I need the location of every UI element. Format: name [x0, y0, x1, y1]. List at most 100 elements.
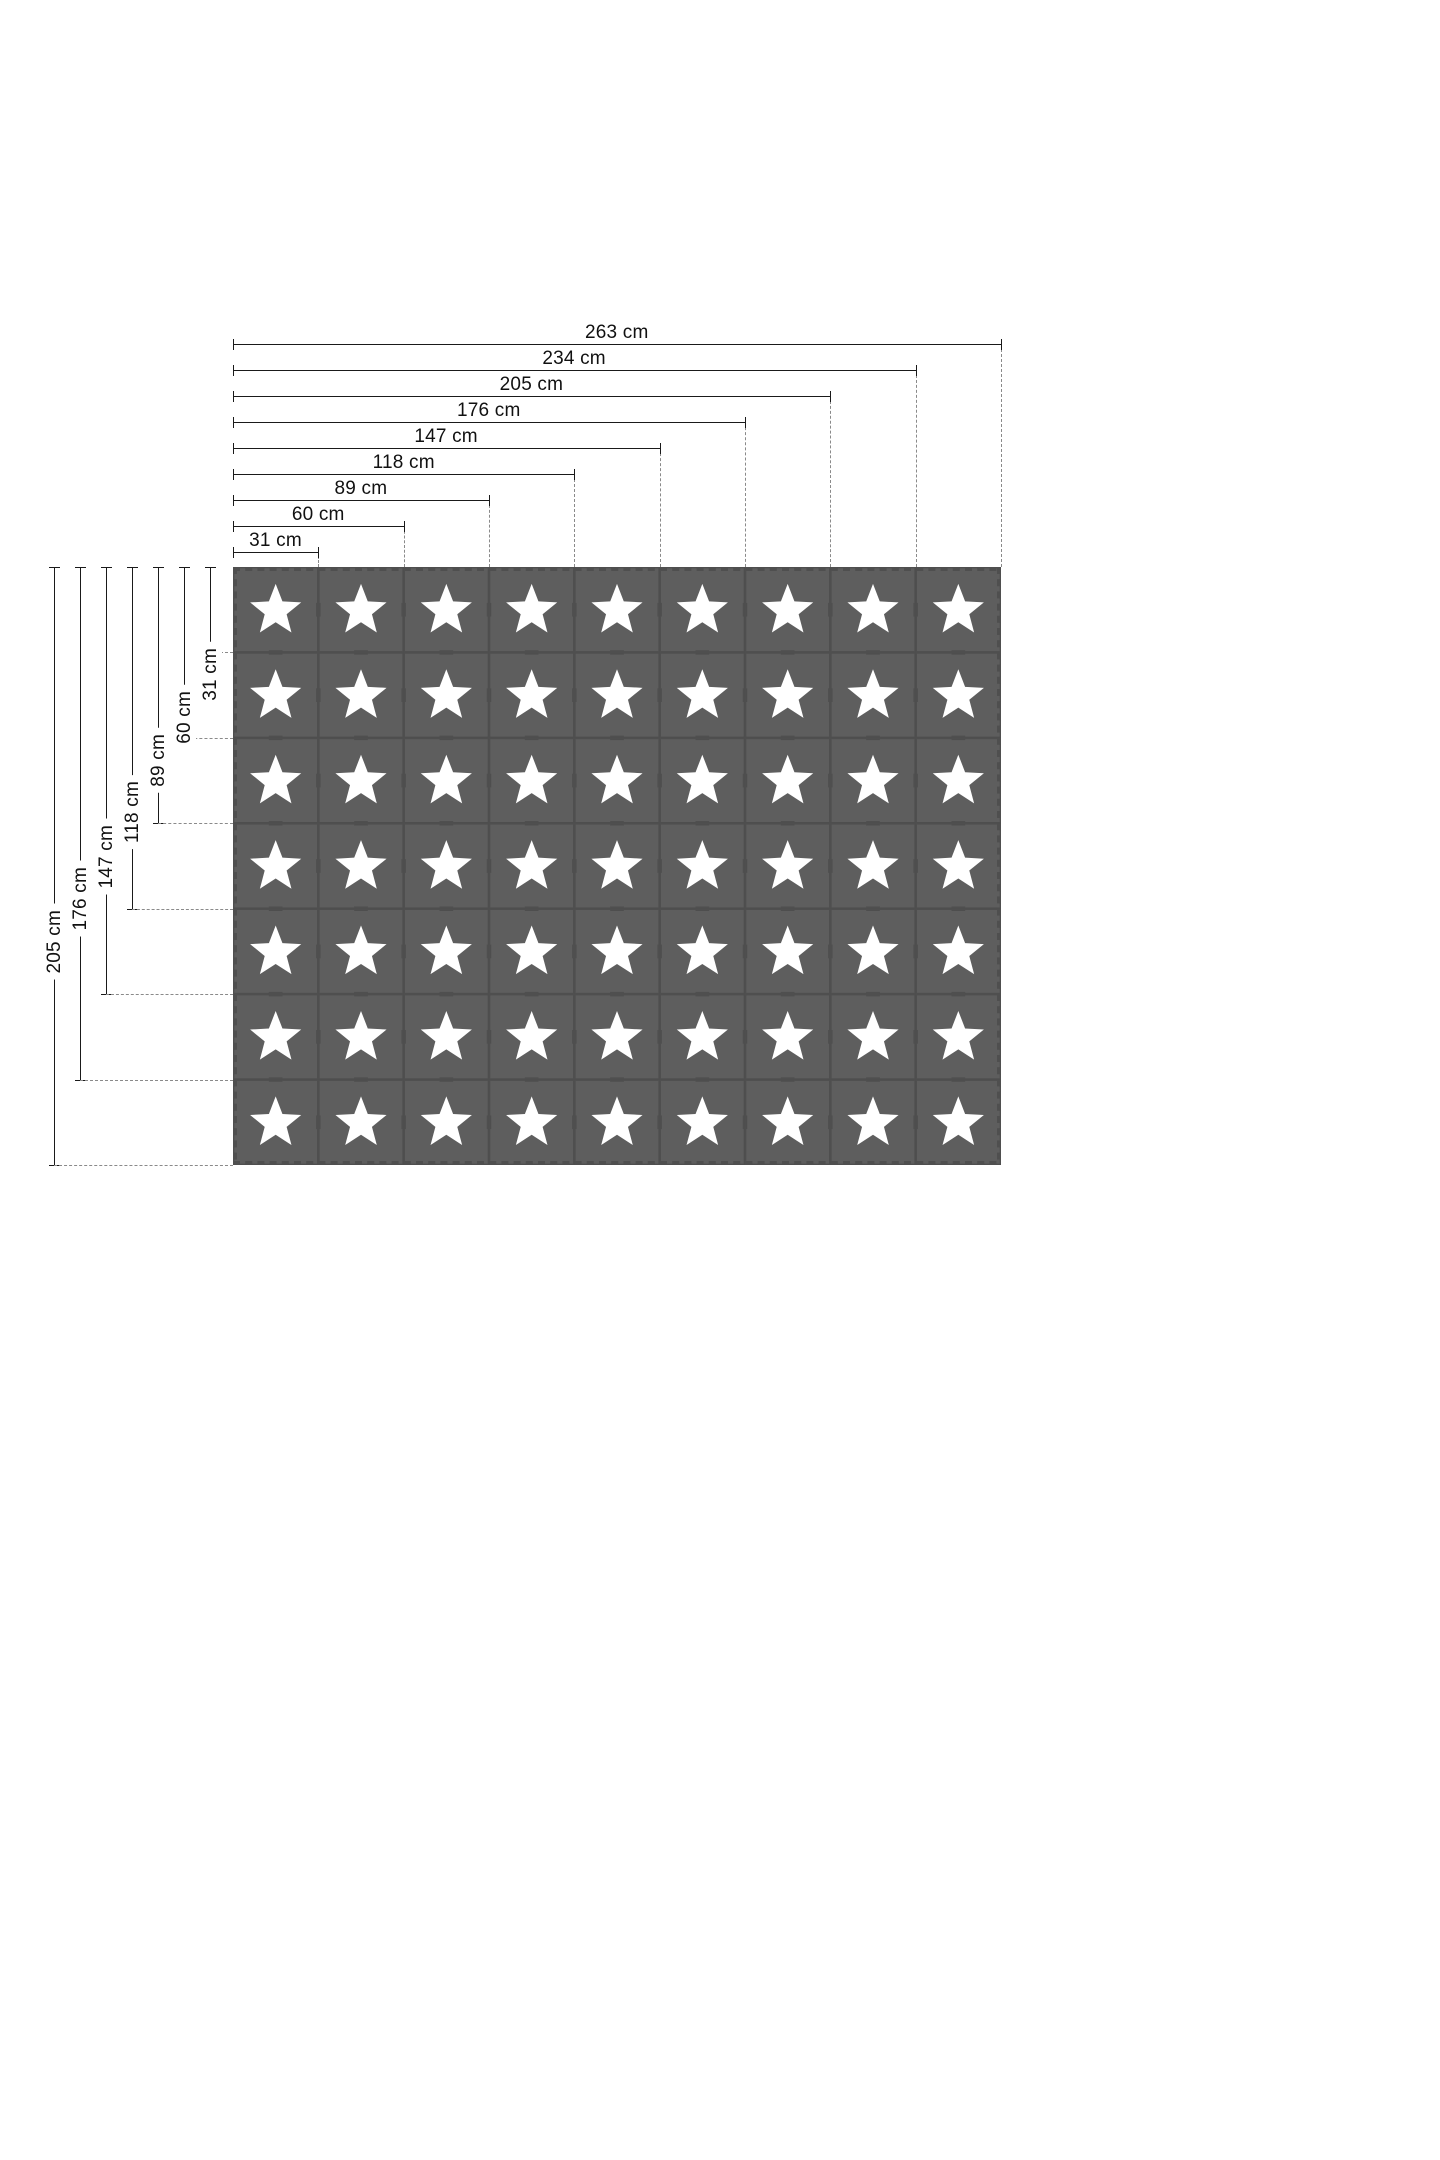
height-leader-line-6 [80, 1079, 233, 1081]
width-dimension-tick-right-7 [830, 391, 832, 402]
width-leader-line-6 [745, 422, 746, 567]
tile-star-icon [932, 669, 984, 718]
tile-star-icon [420, 1096, 472, 1146]
play-mat-tiles [232, 566, 1002, 1172]
height-label-147cm: 147 cm [96, 818, 118, 895]
width-dimension-line-1 [233, 552, 319, 553]
height-leader-line-5 [106, 994, 233, 996]
width-leader-line-8 [915, 370, 917, 567]
width-label-263cm: 263 cm [579, 322, 655, 344]
tile-star-icon [335, 754, 387, 804]
tile-star-icon [506, 1010, 558, 1060]
tile-star-icon [762, 754, 814, 804]
tile-star-icon [506, 754, 558, 804]
width-dimension-line-8 [233, 370, 916, 371]
height-leader-line-7 [54, 1165, 233, 1166]
width-dimension-line-7 [233, 396, 831, 397]
tile-star-icon [591, 754, 643, 804]
height-dimension-tick-top-4 [127, 567, 138, 568]
tile-star-icon [762, 1096, 814, 1146]
height-dimension-tick-top-3 [153, 567, 164, 568]
tile-star-icon [506, 1096, 558, 1146]
tile-star-icon [591, 669, 643, 718]
tile-star-icon [847, 669, 899, 718]
width-dimension-line-5 [233, 448, 660, 449]
tile-star-icon [762, 840, 814, 889]
tile-star-icon [420, 1010, 472, 1060]
tile-star-icon [591, 925, 643, 975]
tile-star-icon [676, 754, 728, 804]
tile-star-icon [591, 1096, 643, 1146]
tile-star-icon [932, 1096, 984, 1146]
width-label-89cm: 89 cm [328, 478, 394, 500]
tile-star-icon [762, 1010, 814, 1060]
tile-star-icon [676, 1096, 728, 1146]
width-dimension-tick-left-2 [233, 521, 234, 532]
tile-star-icon [591, 1010, 643, 1060]
tile-star-icon [591, 840, 643, 889]
width-dimension-tick-right-1 [318, 547, 320, 558]
width-label-205cm: 205 cm [493, 374, 570, 396]
tile-star-icon [847, 1096, 899, 1146]
height-dimension-line-4 [132, 567, 133, 909]
tile-star-icon [420, 669, 472, 718]
tile-star-icon [420, 583, 472, 633]
tile-star-icon [676, 840, 728, 889]
width-dimension-tick-left-3 [233, 495, 234, 506]
tile-star-icon [676, 925, 728, 975]
width-label-176cm: 176 cm [451, 400, 527, 422]
tile-star-icon [250, 925, 302, 975]
tile-star-icon [420, 840, 472, 889]
width-leader-line-7 [830, 396, 832, 567]
height-dimension-line-2 [184, 567, 185, 738]
width-dimension-tick-right-2 [403, 521, 405, 532]
tile-star-icon [420, 754, 472, 804]
width-dimension-tick-left-5 [233, 443, 234, 454]
width-label-234cm: 234 cm [536, 348, 612, 370]
tile-star-icon [335, 925, 387, 975]
width-dimension-tick-left-8 [233, 365, 234, 376]
width-dimension-tick-right-8 [915, 365, 917, 376]
height-label-118cm: 118 cm [122, 774, 144, 849]
height-dimension-tick-top-7 [49, 567, 60, 568]
tile-star-icon [932, 840, 984, 889]
height-dimension-line-5 [106, 567, 107, 995]
width-label-60cm: 60 cm [285, 504, 351, 526]
height-leader-line-2 [184, 737, 233, 739]
tile-star-icon [847, 583, 899, 633]
width-label-31cm: 31 cm [243, 530, 308, 552]
width-dimension-tick-right-6 [745, 417, 746, 428]
tile-star-icon [932, 583, 984, 633]
height-leader-line-4 [132, 908, 233, 910]
width-dimension-line-2 [233, 526, 404, 527]
width-leader-line-5 [659, 448, 661, 567]
tile-star-icon [506, 840, 558, 889]
width-label-118cm: 118 cm [366, 452, 441, 474]
height-label-205cm: 205 cm [44, 904, 66, 980]
width-dimension-tick-left-4 [233, 469, 234, 480]
width-dimension-line-3 [233, 500, 489, 501]
tile-star-icon [506, 925, 558, 975]
width-dimension-tick-left-9 [233, 339, 234, 350]
tile-star-icon [250, 840, 302, 889]
tile-star-icon [847, 925, 899, 975]
height-label-176cm: 176 cm [70, 861, 92, 937]
width-dimension-tick-left-7 [233, 391, 234, 402]
tile-star-icon [250, 669, 302, 718]
height-dimension-tick-top-1 [205, 567, 216, 568]
width-dimension-tick-right-5 [659, 443, 661, 454]
width-dimension-tick-left-1 [233, 547, 234, 558]
tile-star-icon [335, 1096, 387, 1146]
tile-star-icon [932, 925, 984, 975]
tile-star-icon [250, 583, 302, 633]
play-mat [232, 566, 1002, 1172]
width-dimension-tick-right-4 [574, 469, 576, 480]
width-leader-line-4 [574, 474, 576, 567]
tile-star-icon [847, 754, 899, 804]
height-dimension-tick-top-5 [101, 567, 112, 568]
height-label-31cm: 31 cm [200, 642, 222, 707]
tile-star-icon [335, 583, 387, 633]
tile-star-icon [335, 1010, 387, 1060]
width-leader-line-9 [1001, 344, 1002, 567]
